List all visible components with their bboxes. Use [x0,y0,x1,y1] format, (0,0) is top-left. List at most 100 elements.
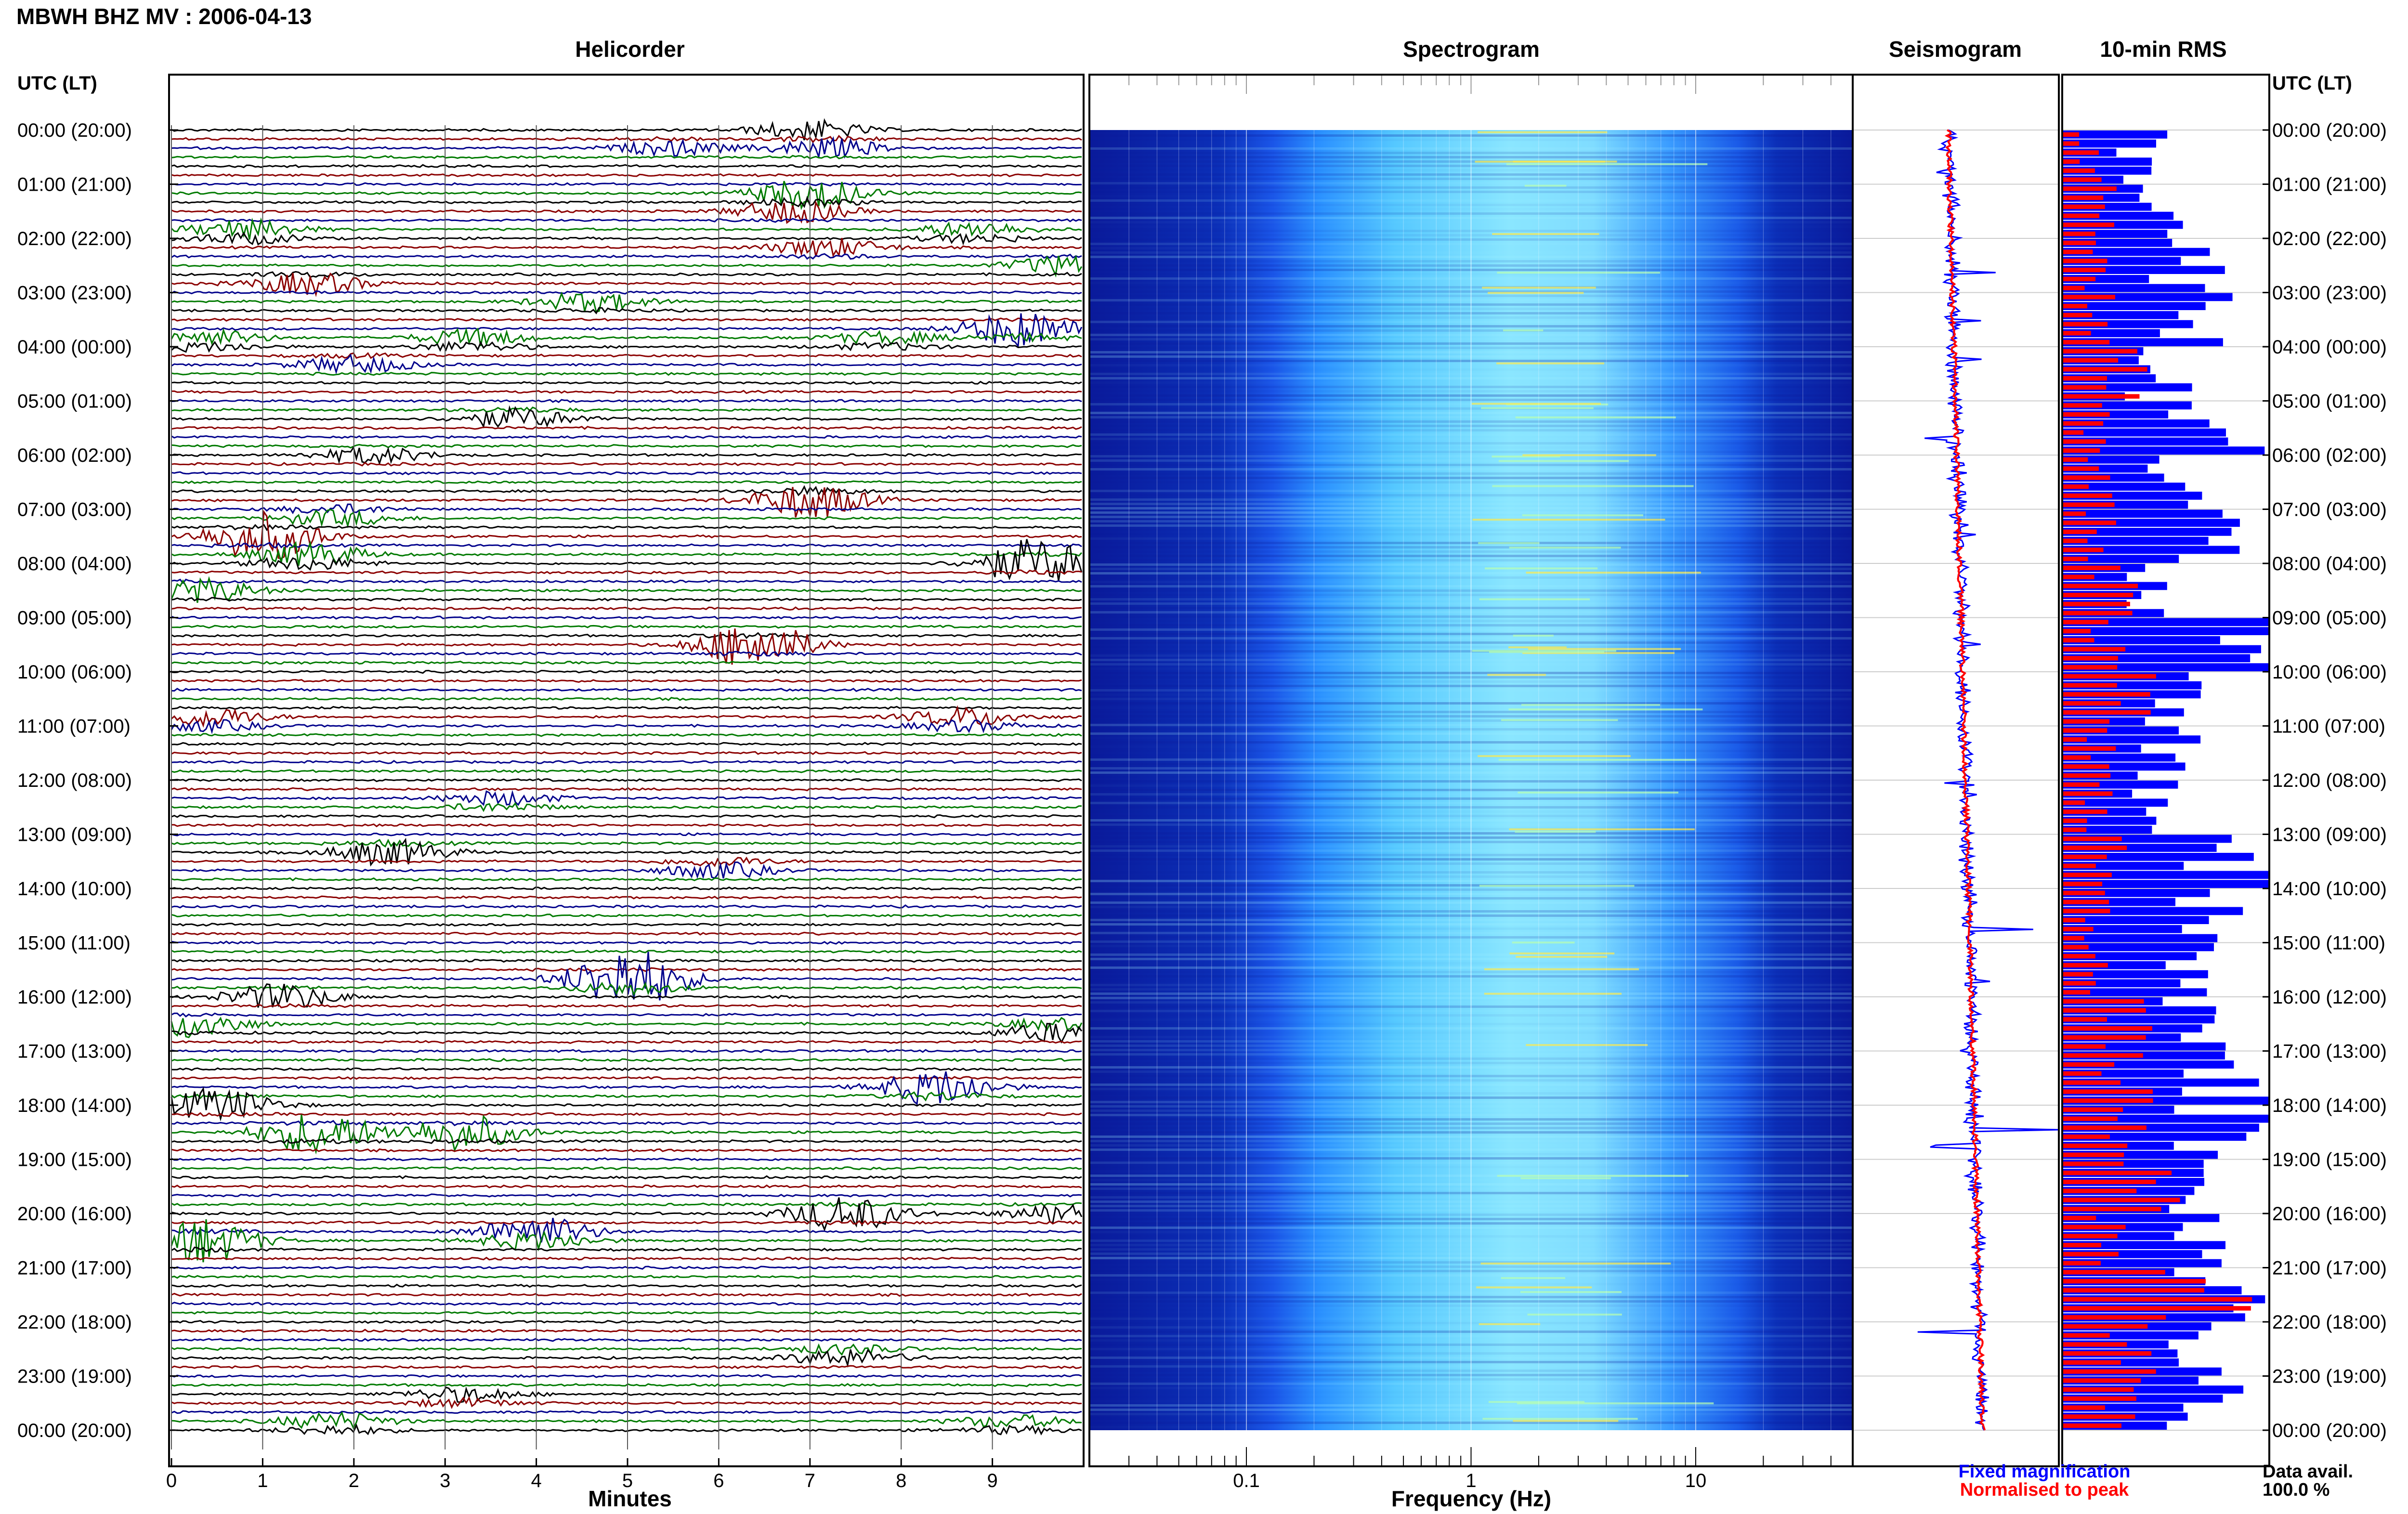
helicorder-trace [171,1319,1082,1324]
helicorder-trace [171,196,1082,209]
seismogram-frame [1852,74,2060,1467]
rms-bar-normalised [2062,936,2084,940]
left-time-label: 07:00 (03:00) [17,499,132,521]
right-time-label: 09:00 (05:00) [2272,608,2387,629]
spectrogram-peak-line [1513,634,1554,637]
right-time-label: 12:00 (08:00) [2272,770,2387,791]
rms-bar-normalised [2062,755,2091,760]
helicorder-trace [171,503,1082,514]
spectrogram-peak-line [1522,454,1656,457]
left-time-label: 04:00 (00:00) [17,337,132,358]
spectrogram-peak-line [1487,674,1546,676]
rms-bar-normalised [2062,592,2133,598]
right-axis-header: UTC (LT) [2272,73,2352,94]
helicorder-trace [171,238,1082,258]
rms-bar-normalised [2062,1162,2124,1166]
rms-bar-normalised [2062,945,2089,950]
helicorder-trace [171,485,1082,496]
helicorder-trace [171,832,1082,836]
rms-bar-normalised [2062,1080,2121,1085]
right-time-label: 07:00 (03:00) [2272,499,2387,521]
helicorder-trace [171,471,1082,475]
rms-bar-normalised [2062,927,2094,932]
rms-bar-normalised [2062,186,2117,191]
left-time-label: 14:00 (10:00) [17,878,132,900]
helicorder-trace [171,632,1082,640]
rms-bar-normalised [2062,222,2114,227]
helicorder-trace [171,1329,1082,1333]
helicorder-trace [171,317,1082,322]
helicorder-trace [171,1157,1082,1162]
rms-bar-normalised [2062,1234,2118,1239]
helicorder-trace [171,778,1082,783]
rms-bar-normalised [2062,881,2103,887]
helicorder-trace [171,1197,1083,1232]
right-time-label: 17:00 (13:00) [2272,1041,2387,1062]
rms-bar-fixed [2062,139,2156,148]
rms-bar-normalised [2062,782,2100,787]
rms-bar-normalised [2062,403,2102,408]
legend-fixed-magnification: Fixed magnification [1959,1462,2131,1482]
rms-bar-normalised [2062,150,2099,155]
helicorder-trace [171,742,1082,746]
spectrogram-peak-line [1512,941,1575,944]
rms-bar-normalised [2062,1206,2161,1212]
rms-bar-normalised [2062,1215,2096,1221]
helicorder-trace [171,569,1082,575]
rms-bar-fixed [2062,546,2240,554]
helicorder-trace [171,271,1082,278]
left-time-label: 21:00 (17:00) [17,1258,132,1279]
helicorder-trace [171,1292,1082,1297]
rms-bar-normalised [2062,267,2106,273]
helicorder-trace [171,733,1082,737]
spectrogram-peak-line [1496,362,1605,365]
helicorder-trace [171,877,1082,882]
spectrogram-peak-line [1484,968,1639,970]
helicorder-x-tick-label: 2 [349,1470,359,1491]
spectrogram-peak-line [1526,1044,1648,1046]
rms-bar-fixed [2062,618,2269,626]
rms-bar-normalised [2062,963,2108,968]
rms-bar-normalised [2062,791,2113,796]
seismogram-panel [1853,129,2059,1431]
rms-bar-fixed [2062,131,2168,139]
helicorder-trace [171,669,1082,674]
helicorder-trace [171,958,1082,963]
rms-bar-normalised [2062,159,2080,164]
spectrogram-peak-line [1475,160,1605,163]
rms-bar-normalised [2062,611,2133,615]
rms-bar-normalised [2062,466,2099,471]
spectrogram-peak-line [1527,1313,1622,1316]
rms-bar-normalised [2062,1369,2156,1374]
helicorder-title: Helicorder [575,37,685,62]
helicorder-trace [170,719,1082,734]
spectrogram-peak-line [1518,791,1679,794]
rms-bar-normalised [2062,1008,2146,1013]
helicorder-trace [171,705,1082,728]
rms-bar-normalised [2062,502,2115,507]
rms-bar-normalised [2062,1342,2127,1347]
helicorder-trace [171,983,1082,1008]
rms-bar-fixed [2062,880,2269,888]
rms-bar-normalised [2062,520,2116,525]
rms-bar-fixed [2062,157,2152,166]
rms-bar-normalised [2062,448,2100,453]
helicorder-trace [171,200,1082,224]
spectrogram-peak-line [1478,131,1608,133]
helicorder-trace [171,542,1082,549]
rms-bar-normalised [2062,1026,2152,1031]
helicorder-trace [171,705,1082,710]
rms-bar-normalised [2062,1333,2110,1338]
rms-bar-normalised [2062,1297,2252,1302]
rms-bar-fixed [2062,798,2168,807]
rms-bar-fixed [2062,528,2232,536]
rms-bar-normalised [2062,249,2093,254]
rms-bar-normalised [2062,511,2086,516]
left-time-label: 16:00 (12:00) [17,987,132,1008]
rms-bar-normalised [2062,584,2138,588]
spectrogram-peak-line [1471,403,1601,405]
spectrogram-peak-line [1476,1286,1592,1289]
rms-bar-normalised [2062,1170,2172,1175]
helicorder-trace [171,353,1082,375]
